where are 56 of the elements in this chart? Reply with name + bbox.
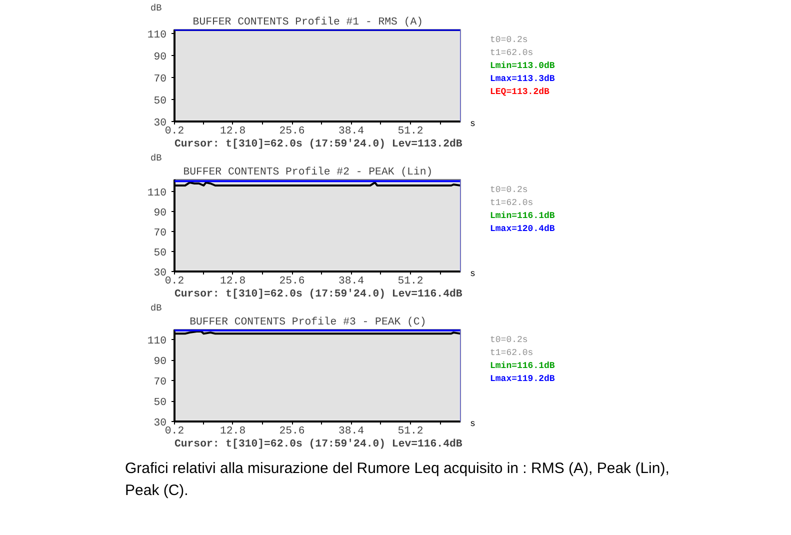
y-tick-label: 90 bbox=[154, 51, 167, 64]
ref-line-label: Cursor: t[310]=62.0s (17:59'24.0) Lev=113.2dB bbox=[174, 138, 463, 150]
y-tick-label: 110 bbox=[147, 188, 167, 200]
text: t1=62.0s bbox=[490, 347, 534, 360]
x-axis-title: s bbox=[470, 418, 476, 431]
x-tick-label: 51.2 bbox=[398, 426, 424, 438]
text: Lmin=116.1dB bbox=[490, 360, 555, 373]
y-tick-label: 110 bbox=[147, 336, 167, 348]
x-tick-label: 38.4 bbox=[338, 426, 364, 438]
y-tick-label: 50 bbox=[154, 397, 167, 410]
text: t0=0.2s bbox=[490, 34, 528, 47]
text: Lmax=113.3dB bbox=[490, 73, 555, 86]
x-tick-label: 12.8 bbox=[220, 426, 246, 438]
y-tick-label: 70 bbox=[154, 376, 167, 389]
y-tick-label: 30 bbox=[154, 418, 167, 430]
x-tick-label: 25.6 bbox=[279, 126, 305, 138]
x-tick-label: 0.2 bbox=[164, 126, 184, 138]
text: Grafici relativi alla misurazione del Rumore Leq acquisito in : RMS (A), Peak (Lin), Peak (C). bbox=[125, 459, 670, 501]
x-tick-label: 0.2 bbox=[164, 426, 184, 438]
x-tick-label: 51.2 bbox=[398, 126, 424, 138]
text: t0=0.2s bbox=[490, 184, 528, 197]
y-axis-title: dB bbox=[150, 302, 162, 314]
text: t1=62.0s bbox=[490, 197, 534, 210]
text: Lmax=119.2dB bbox=[490, 373, 555, 386]
x-tick-label: 12.8 bbox=[220, 126, 246, 138]
y-tick-label: 70 bbox=[154, 228, 167, 240]
x-tick-label: 25.6 bbox=[279, 426, 305, 438]
ref-line-label: Cursor: t[310]=62.0s (17:59'24.0) Lev=116.4dB bbox=[174, 438, 463, 450]
text: Lmax=120.4dB bbox=[490, 223, 555, 236]
x-axis-title: s bbox=[470, 118, 476, 131]
y-tick-label: 90 bbox=[154, 208, 167, 220]
y-tick-label: 50 bbox=[154, 248, 167, 260]
text: Lmin=113.0dB bbox=[490, 60, 555, 73]
text: LEQ=113.2dB bbox=[490, 86, 550, 99]
chart-title: BUFFER CONTENTS Profile #1 - RMS (A) bbox=[192, 16, 424, 28]
chart-title: BUFFER CONTENTS Profile #3 - PEAK (C) bbox=[190, 316, 426, 328]
chart-title: BUFFER CONTENTS Profile #2 - PEAK (Lin) bbox=[183, 166, 433, 178]
y-tick-label: 90 bbox=[154, 356, 167, 368]
x-tick-label: 25.6 bbox=[279, 276, 305, 288]
y-axis-title: dB bbox=[150, 2, 162, 14]
y-tick-label: 30 bbox=[154, 118, 167, 130]
text: Lmin=116.1dB bbox=[490, 210, 555, 223]
y-tick-label: 50 bbox=[154, 95, 167, 108]
x-tick-label: 12.8 bbox=[220, 276, 246, 288]
x-tick-label: 38.4 bbox=[338, 276, 364, 288]
x-tick-label: 51.2 bbox=[398, 276, 424, 288]
text: t1=62.0s bbox=[490, 47, 534, 60]
x-axis-title: s bbox=[470, 268, 476, 281]
y-tick-label: 30 bbox=[154, 268, 167, 280]
ref-line-label: Cursor: t[310]=62.0s (17:59'24.0) Lev=116.4dB bbox=[174, 288, 463, 300]
y-axis-title: dB bbox=[150, 152, 162, 164]
y-tick-label: 110 bbox=[147, 29, 167, 42]
text: t0=0.2s bbox=[490, 334, 528, 347]
x-tick-label: 38.4 bbox=[338, 126, 364, 138]
y-tick-label: 70 bbox=[154, 73, 167, 86]
x-tick-label: 0.2 bbox=[164, 276, 184, 288]
